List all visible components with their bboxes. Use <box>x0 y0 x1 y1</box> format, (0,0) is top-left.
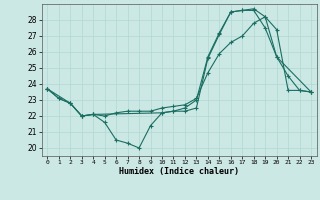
X-axis label: Humidex (Indice chaleur): Humidex (Indice chaleur) <box>119 167 239 176</box>
